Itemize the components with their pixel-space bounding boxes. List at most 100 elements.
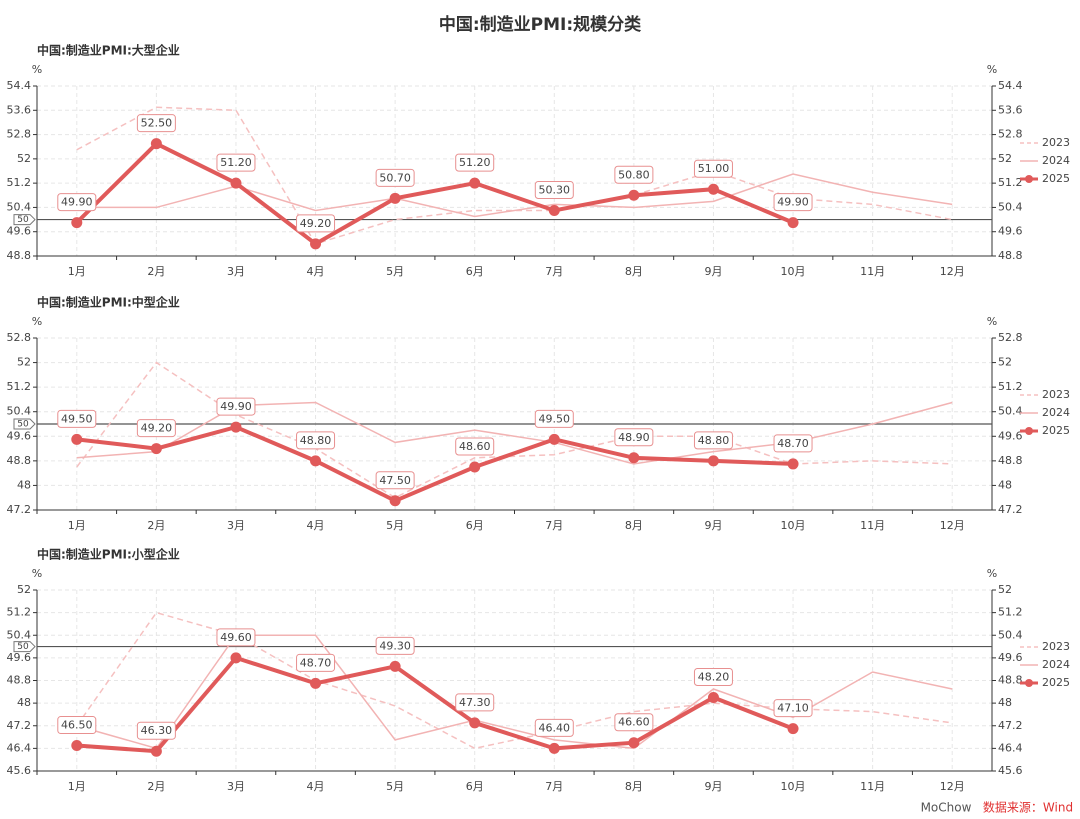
point xyxy=(389,660,401,672)
point xyxy=(628,737,640,749)
data-label: 51.00 xyxy=(698,162,730,175)
y2-tick-label: 52 xyxy=(998,356,1012,369)
y2-tick-label: 50.4 xyxy=(998,200,1023,213)
data-label-box xyxy=(136,419,176,438)
y-tick-label: 47.2 xyxy=(7,503,32,516)
data-label-box xyxy=(773,699,813,718)
data-label: 49.30 xyxy=(379,639,411,652)
x-tick-label: 11月 xyxy=(860,780,885,793)
x-tick-label: 7月 xyxy=(545,265,563,278)
x-tick-label: 7月 xyxy=(545,780,563,793)
reference-label: 50 xyxy=(17,642,29,652)
data-label: 51.20 xyxy=(220,156,252,169)
data-label-box xyxy=(216,153,256,172)
legend-label: 2025 xyxy=(1042,172,1070,185)
point xyxy=(469,461,481,473)
y-tick-label: 48.8 xyxy=(7,674,32,687)
y2-tick-label: 50.4 xyxy=(998,405,1023,418)
x-tick-label: 12月 xyxy=(940,780,965,793)
data-label: 49.50 xyxy=(539,412,571,425)
y2-unit: % xyxy=(987,63,997,76)
x-tick-label: 8月 xyxy=(625,519,643,532)
legend-label: 2025 xyxy=(1042,676,1070,689)
chart-subtitle: 中国:制造业PMI:大型企业 xyxy=(37,43,180,58)
legend-label: 2025 xyxy=(1042,424,1070,437)
y-tick-label: 54.4 xyxy=(7,79,32,92)
data-label-box xyxy=(534,180,574,199)
y2-tick-label: 48 xyxy=(998,696,1012,709)
y2-tick-label: 51.2 xyxy=(998,176,1023,189)
series-line xyxy=(76,106,953,245)
point xyxy=(230,177,242,189)
legend-label: 2023 xyxy=(1042,388,1070,401)
y2-tick-label: 49.6 xyxy=(998,429,1023,442)
data-label-box xyxy=(57,716,97,735)
data-label-box xyxy=(455,437,495,456)
y2-tick-label: 48 xyxy=(998,478,1012,491)
point xyxy=(469,717,481,729)
y-tick-label: 47.2 xyxy=(7,719,32,732)
y-tick-label: 46.4 xyxy=(7,741,32,754)
y-tick-label: 52 xyxy=(17,583,31,596)
data-label: 46.50 xyxy=(61,719,93,732)
data-label-box xyxy=(773,193,813,212)
point xyxy=(150,443,162,455)
data-label-box xyxy=(375,168,415,187)
y2-tick-label: 52 xyxy=(998,583,1012,596)
x-tick-label: 2月 xyxy=(147,780,165,793)
x-tick-label: 6月 xyxy=(466,265,484,278)
series-line xyxy=(76,424,794,503)
x-tick-label: 10月 xyxy=(781,265,806,278)
data-label-box xyxy=(296,214,336,233)
x-tick-label: 3月 xyxy=(227,519,245,532)
y-tick-label: 50.4 xyxy=(7,405,32,418)
data-label: 46.40 xyxy=(539,721,571,734)
x-tick-label: 4月 xyxy=(307,265,325,278)
data-label: 50.80 xyxy=(618,168,650,181)
data-label: 47.10 xyxy=(777,702,809,715)
point xyxy=(469,177,481,189)
data-label-box xyxy=(296,431,336,450)
data-label-box xyxy=(455,153,495,172)
data-label: 46.30 xyxy=(141,724,173,737)
x-tick-label: 3月 xyxy=(227,780,245,793)
y2-tick-label: 47.2 xyxy=(998,719,1023,732)
y2-tick-label: 48.8 xyxy=(998,674,1023,687)
data-label: 48.80 xyxy=(300,434,332,447)
point xyxy=(548,204,560,216)
y2-unit: % xyxy=(987,567,997,580)
y-tick-label: 51.2 xyxy=(7,606,32,619)
x-tick-label: 8月 xyxy=(625,780,643,793)
y2-tick-label: 51.2 xyxy=(998,380,1023,393)
x-tick-label: 6月 xyxy=(466,780,484,793)
y2-unit: % xyxy=(987,315,997,328)
data-label-box xyxy=(375,636,415,655)
point xyxy=(548,433,560,445)
x-tick-label: 2月 xyxy=(147,265,165,278)
series-line xyxy=(76,173,953,218)
legend-label: 2023 xyxy=(1042,640,1070,653)
y2-tick-label: 49.6 xyxy=(998,225,1023,238)
data-label: 48.80 xyxy=(698,434,730,447)
point xyxy=(707,691,719,703)
x-tick-label: 4月 xyxy=(307,519,325,532)
data-label-box xyxy=(216,397,256,416)
data-label-box xyxy=(57,409,97,428)
data-label: 49.20 xyxy=(141,422,173,435)
point xyxy=(230,652,242,664)
data-label-box xyxy=(136,721,176,740)
x-tick-label: 9月 xyxy=(704,780,722,793)
y2-tick-label: 49.6 xyxy=(998,651,1023,664)
y-tick-label: 52.8 xyxy=(7,331,32,344)
y-tick-label: 48.8 xyxy=(7,454,32,467)
point xyxy=(310,238,322,250)
point xyxy=(628,189,640,201)
x-tick-label: 1月 xyxy=(68,265,86,278)
x-tick-label: 5月 xyxy=(386,780,404,793)
legend-marker xyxy=(1025,427,1033,435)
y2-tick-label: 54.4 xyxy=(998,79,1023,92)
x-tick-label: 12月 xyxy=(940,519,965,532)
chart-subtitle: 中国:制造业PMI:小型企业 xyxy=(37,547,180,562)
data-label-box xyxy=(614,428,654,447)
